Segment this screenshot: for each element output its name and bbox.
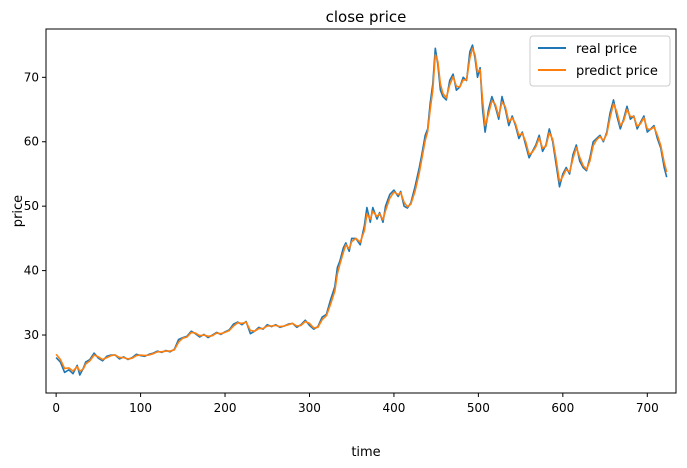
y-axis: 30 40 50 60 70	[24, 70, 46, 342]
x-axis-label: time	[351, 445, 380, 460]
x-tick-label: 0	[52, 401, 60, 415]
x-tick-label: 300	[298, 401, 321, 415]
series-line-predict-price	[55, 47, 668, 372]
y-tick-label: 40	[24, 264, 39, 278]
series-layer	[55, 44, 668, 376]
legend-label-predict-price: predict price	[576, 64, 658, 79]
y-tick-label: 30	[24, 328, 39, 342]
y-axis-label: price	[11, 195, 26, 227]
x-axis: 0 100 200 300 400 500 600 700	[52, 393, 659, 415]
y-tick-label: 50	[24, 199, 39, 213]
legend-label-real-price: real price	[576, 42, 637, 57]
x-tick-label: 100	[129, 401, 152, 415]
x-tick-label: 200	[214, 401, 237, 415]
x-tick-label: 400	[382, 401, 405, 415]
x-tick-label: 600	[551, 401, 574, 415]
plot-frame	[45, 28, 677, 394]
x-tick-label: 700	[636, 401, 659, 415]
y-tick-label: 70	[24, 70, 39, 84]
chart-title: close price	[326, 8, 407, 26]
x-tick-label: 500	[467, 401, 490, 415]
plot-area	[45, 28, 677, 394]
y-tick-label: 60	[24, 135, 39, 149]
legend: real price predict price	[529, 35, 671, 87]
